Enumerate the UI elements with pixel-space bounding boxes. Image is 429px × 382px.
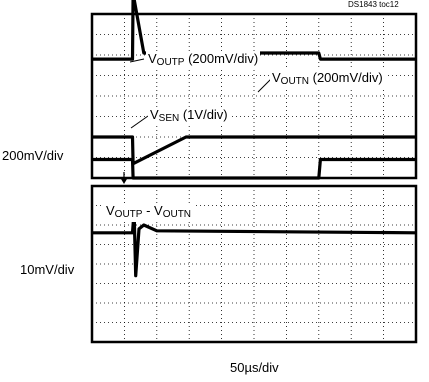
voutp-label-main: V <box>148 51 157 66</box>
difference-trace-label: VOUTP - VOUTN <box>104 203 194 222</box>
top-trace-2 <box>92 157 416 180</box>
diff-label-sub2: OUTN <box>162 209 192 220</box>
diff-label-main: V <box>106 203 115 218</box>
marker-layer <box>121 58 273 184</box>
bottom-panel-scale-label: 10mV/div <box>20 262 75 277</box>
voutp-trace-label: VOUTP (200mV/div) <box>146 51 261 70</box>
vsen-leader-line <box>130 115 149 129</box>
vsen-label-sub: SEN <box>158 113 180 124</box>
bottom-panel-grid <box>90 184 418 344</box>
vsen-label-main: V <box>150 107 159 122</box>
time-scale-label: 50µs/div <box>230 360 279 375</box>
vsen-trace-label: VSEN (1V/div) <box>148 107 230 126</box>
diff-label-mid: - V <box>142 203 163 218</box>
diff-label-sub: OUTP <box>114 209 143 220</box>
figure-id: DS1843 toc12 <box>348 0 399 9</box>
vsen-label-rest: (1V/div) <box>179 107 228 122</box>
voutn-label-main: V <box>272 70 281 85</box>
trigger-arrow <box>121 179 127 184</box>
voutn-trace-label: VOUTN (200mV/div) <box>270 70 385 89</box>
bottom-trace-0 <box>92 209 417 278</box>
voutn-leader-line <box>257 77 273 93</box>
voutn-label-sub: OUTN <box>280 76 310 87</box>
voutp-leader-line <box>129 58 145 63</box>
top-panel-scale-label: 200mV/div <box>2 148 64 163</box>
top-trace-1 <box>92 135 416 166</box>
voutp-label-rest: (200mV/div) <box>184 51 259 66</box>
voutn-label-rest: (200mV/div) <box>309 70 383 85</box>
voutp-label-sub: OUTP <box>156 57 185 68</box>
